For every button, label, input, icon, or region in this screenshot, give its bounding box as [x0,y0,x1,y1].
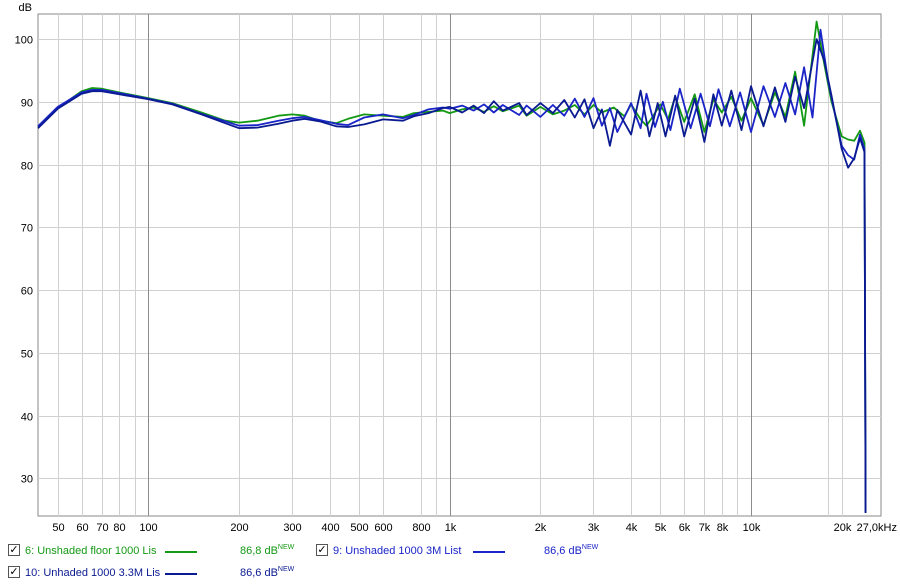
x-tick-label: 300 [283,522,301,534]
x-tick-label: 500 [350,522,368,534]
x-tick-label: 4k [626,522,638,534]
series-10-checkbox[interactable]: ✓ [8,566,20,578]
y-tick-label: 80 [21,161,33,173]
x-tick-label: 50 [52,522,64,534]
series-9-label: 9: Unshaded 1000 3M List [333,545,462,557]
y-tick-label: 90 [21,98,33,110]
frequency-response-chart[interactable]: 30 40 50 60 70 80 90 100 50 60 70 80 100 200 300 400 500… [0,0,900,540]
y-tick-label: 70 [21,223,33,235]
series-line-3 [37,38,867,513]
series-6-swatch [165,551,197,553]
x-axis-unit-label: 27,0kHz [857,522,897,534]
legend-item-series-10[interactable]: ✓ 10: Unhaded 1000 3.3M Lis 86,6 dBNEW [8,565,308,581]
x-tick-label: 600 [374,522,392,534]
x-tick-label: 5k [655,522,667,534]
series-6-checkbox[interactable]: ✓ [8,544,20,556]
series-9-swatch [473,551,505,553]
x-tick-label: 1k [445,522,457,534]
x-tick-label: 80 [113,522,125,534]
legend-item-series-9[interactable]: ✓ 9: Unshaded 1000 3M List 86,6 dBNEW [316,543,616,559]
x-tick-label: 8k [717,522,729,534]
x-tick-label: 2k [535,522,547,534]
x-tick-label: 6k [679,522,691,534]
plot-area [37,13,882,517]
y-tick-label: 60 [21,286,33,298]
x-tick-label: 100 [139,522,157,534]
series-6-value: 86,8 dBNEW [240,544,295,557]
y-tick-label: 40 [21,412,33,424]
x-tick-label: 200 [230,522,248,534]
x-tick-label: 3k [588,522,600,534]
x-tick-label: 7k [699,522,711,534]
y-axis-label: dB [19,2,32,14]
series-9-checkbox[interactable]: ✓ [316,544,328,556]
x-tick-label: 60 [76,522,88,534]
x-tick-label: 20k [834,522,852,534]
series-6-label: 6: Unshaded floor 1000 Lis [25,545,157,557]
legend: ✓ 6: Unshaded floor 1000 Lis 86,8 dBNEW … [0,540,900,588]
y-tick-label: 30 [21,474,33,486]
x-tick-label: 70 [96,522,108,534]
series-10-label: 10: Unhaded 1000 3.3M Lis [25,567,161,579]
series-10-value: 86,6 dBNEW [240,566,295,579]
x-tick-label: 800 [412,522,430,534]
y-tick-label: 50 [21,349,33,361]
legend-item-series-6[interactable]: ✓ 6: Unshaded floor 1000 Lis 86,8 dBNEW [8,543,308,559]
x-tick-label: 10k [743,522,761,534]
series-9-value: 86,6 dBNEW [544,544,599,557]
y-tick-label: 100 [15,35,33,47]
series-10-swatch [165,573,197,575]
x-tick-label: 400 [321,522,339,534]
